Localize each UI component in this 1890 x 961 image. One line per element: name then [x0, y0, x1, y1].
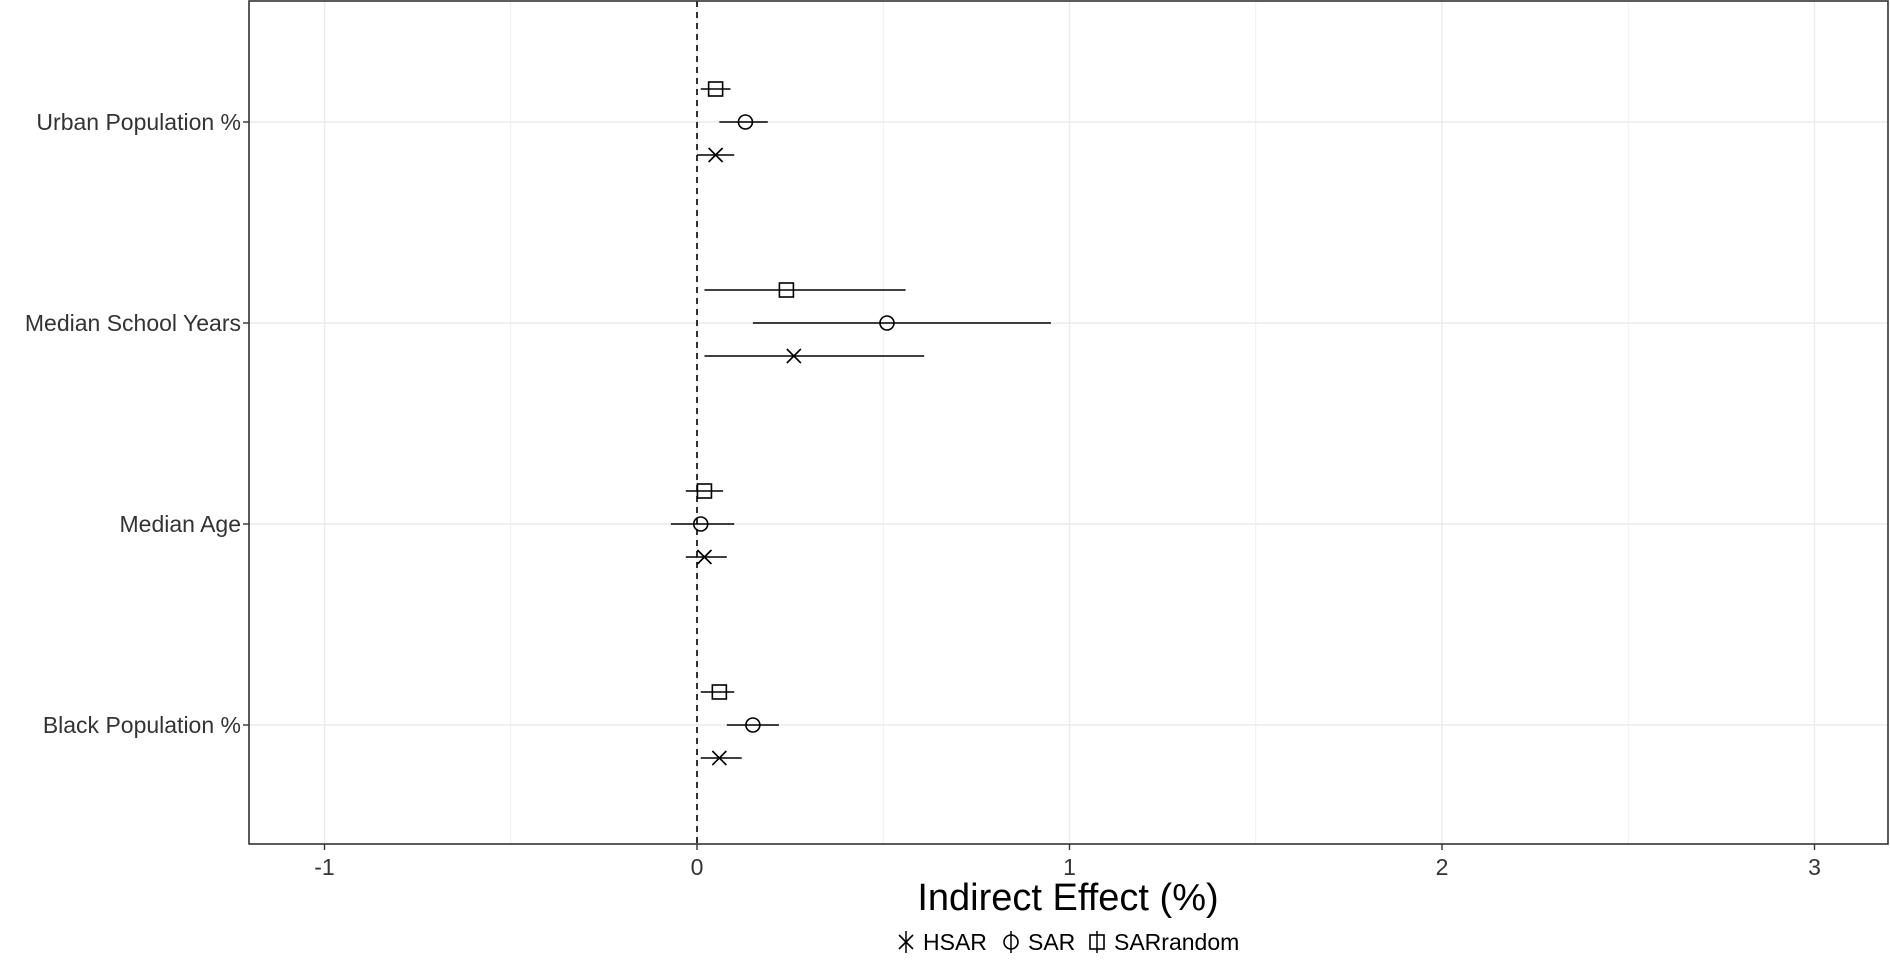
legend-label: HSAR [923, 929, 987, 955]
legend-item-sar: SAR [1003, 929, 1075, 955]
data-point-sarrandom [685, 483, 724, 499]
point-marker-stroke-b [786, 348, 802, 364]
x-axis-title: Indirect Effect (%) [917, 877, 1218, 919]
point-marker [708, 147, 724, 163]
legend-key [1003, 931, 1019, 953]
legend-key [898, 931, 914, 953]
data-point-hsar [700, 750, 742, 766]
point-marker [696, 483, 713, 499]
point-marker-stroke-b [696, 549, 713, 565]
legend-key [1089, 931, 1105, 953]
x-tick-label: 3 [1808, 854, 1821, 880]
data-point-sar [670, 516, 735, 532]
point-marker [879, 315, 895, 331]
y-axis: Urban Population % Median School Years Med… [25, 109, 249, 738]
data-point-sar [752, 315, 1051, 331]
point-marker [696, 549, 713, 565]
point-marker [707, 81, 724, 97]
y-tick-label: Median Age [120, 511, 241, 537]
data-point-sarrandom [700, 684, 735, 700]
data-point-sar [726, 717, 779, 733]
point-marker [711, 684, 728, 700]
y-tick-label: Urban Population % [36, 109, 241, 135]
data-point-sar [719, 114, 768, 130]
y-tick-label: Median School Years [25, 310, 241, 336]
data-point-hsar [685, 549, 727, 565]
data-point-hsar [704, 348, 925, 364]
grid-lines [249, 1, 1888, 844]
legend-key-marker [1003, 934, 1019, 950]
legend: HSAR SAR SARrandom [898, 929, 1239, 955]
x-tick-label: -1 [314, 854, 334, 880]
legend-item-hsar: HSAR [898, 929, 987, 955]
point-marker [745, 717, 761, 733]
x-axis: -1 0 1 2 3 [314, 844, 1821, 880]
point-marker [711, 750, 727, 766]
legend-label: SAR [1028, 929, 1075, 955]
x-tick-label: 2 [1436, 854, 1449, 880]
data-point-sarrandom [704, 282, 906, 298]
legend-label: SARrandom [1114, 929, 1239, 955]
legend-item-sarrandom: SARrandom [1089, 929, 1239, 955]
panel-border [248, 0, 1889, 845]
legend-key-marker [898, 934, 914, 950]
point-marker [692, 516, 709, 532]
point-marker [778, 282, 795, 298]
legend-key-marker [1089, 934, 1105, 950]
point-marker [786, 348, 802, 364]
point-marker-stroke-b [711, 750, 727, 766]
data-point-hsar [697, 147, 735, 163]
point-marker [737, 114, 754, 130]
data-point-sarrandom [700, 81, 731, 97]
plot-marks [670, 81, 1051, 766]
legend-key-marker-stroke-b [898, 934, 914, 950]
y-tick-label: Black Population % [43, 712, 241, 738]
x-tick-label: 1 [1063, 854, 1076, 880]
x-tick-label: 0 [691, 854, 704, 880]
point-marker-stroke-b [708, 147, 724, 163]
